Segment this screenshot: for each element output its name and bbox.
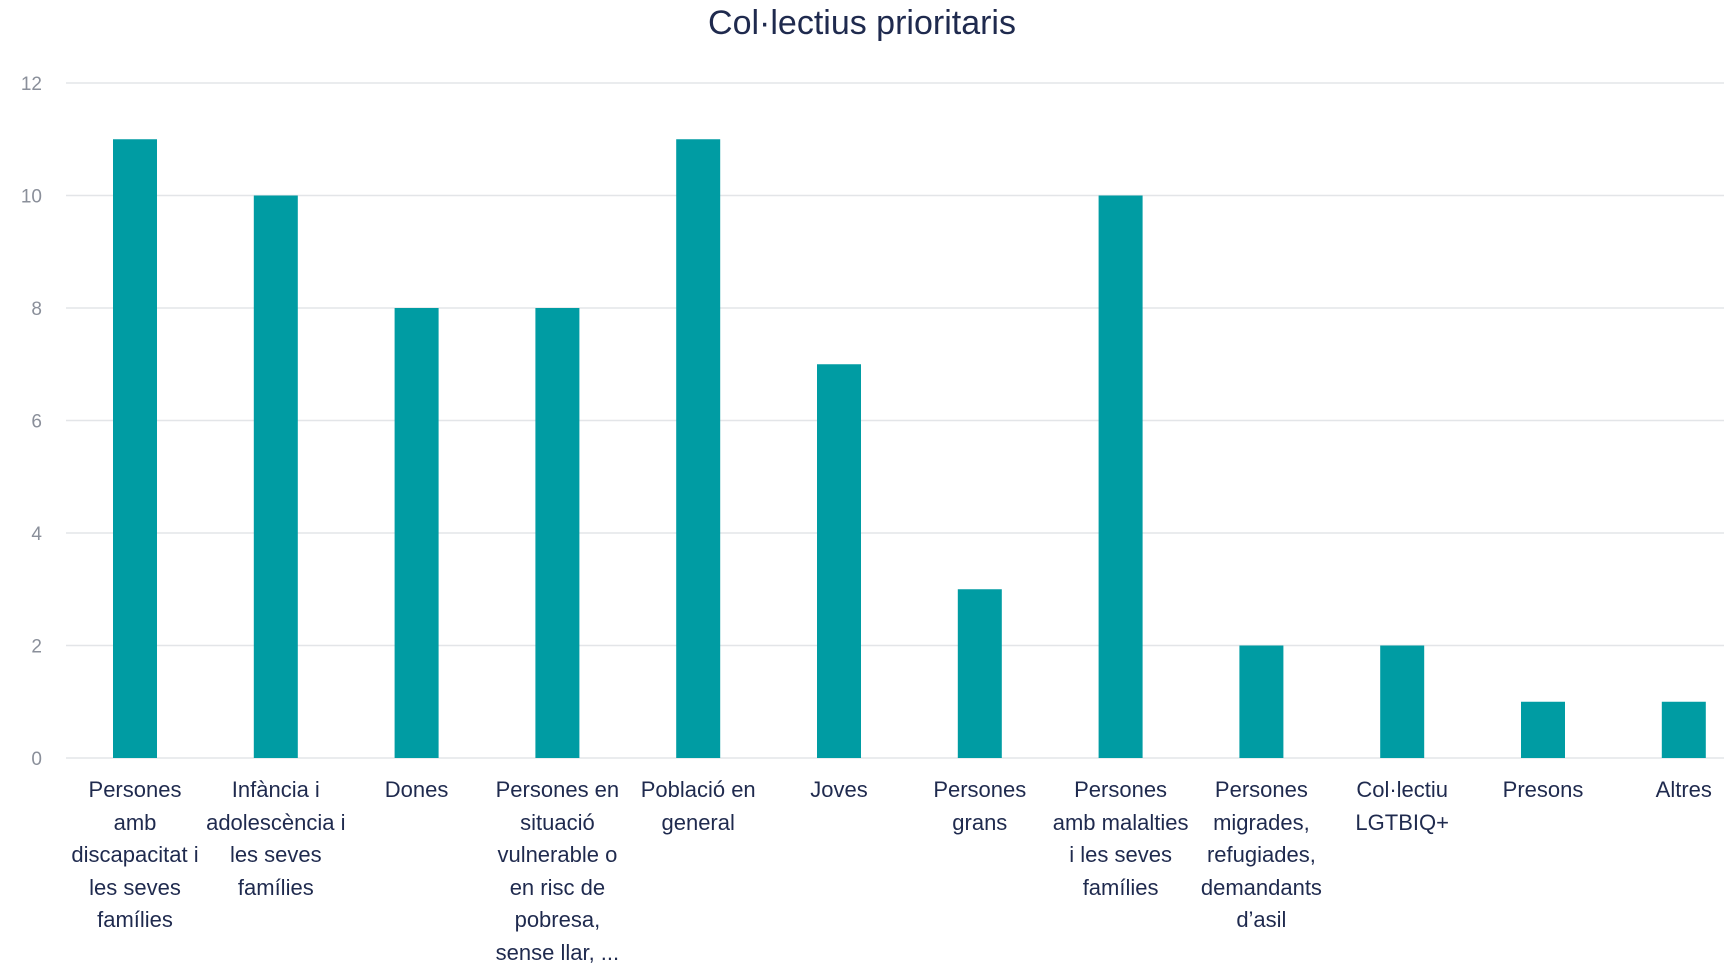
y-tick-label: 8 (31, 299, 42, 320)
bar (676, 139, 721, 758)
x-tick-label: Persones migrades, refugiades, demandant… (1200, 777, 1322, 932)
x-tick-label: Persones en situació vulnerable o en ris… (495, 777, 620, 965)
bar (113, 139, 157, 758)
bar (817, 364, 861, 758)
x-tick-label: Col·lectiu LGTBIQ+ (1355, 777, 1449, 835)
bar (1098, 195, 1143, 758)
bar (394, 308, 439, 758)
y-tick-label: 4 (31, 524, 42, 545)
x-tick-label: Persones grans (933, 777, 1027, 835)
x-tick-label: Població en general (640, 777, 756, 835)
y-axis-ticks: 0 2 4 6 8 10 12 (21, 74, 43, 770)
y-tick-label: 2 (31, 637, 42, 658)
bar (1521, 701, 1565, 758)
x-tick-label: Altres (1655, 777, 1712, 802)
x-tick-label: Presons (1502, 777, 1584, 802)
x-tick-label: Persones amb discapacitat i les seves fa… (71, 777, 199, 932)
x-tick-label: Persones amb malalties i les seves famíl… (1052, 777, 1189, 900)
y-tick-label: 6 (31, 412, 42, 433)
y-tick-label: 12 (21, 74, 42, 95)
bars (113, 139, 1706, 758)
x-tick-label: Dones (384, 777, 449, 802)
x-tick-label: Infància i adolescència i les seves famí… (206, 777, 346, 900)
bar (957, 589, 1002, 758)
x-tick-label: Joves (810, 777, 868, 802)
bar (1661, 701, 1706, 758)
bar (253, 195, 298, 758)
bar (1380, 645, 1425, 758)
bar (535, 308, 580, 758)
y-tick-label: 10 (21, 187, 42, 208)
chart-title: Col·lectius prioritaris (708, 4, 1016, 42)
gridlines (66, 82, 1724, 759)
y-tick-label: 0 (31, 749, 42, 770)
bar (1239, 645, 1284, 758)
